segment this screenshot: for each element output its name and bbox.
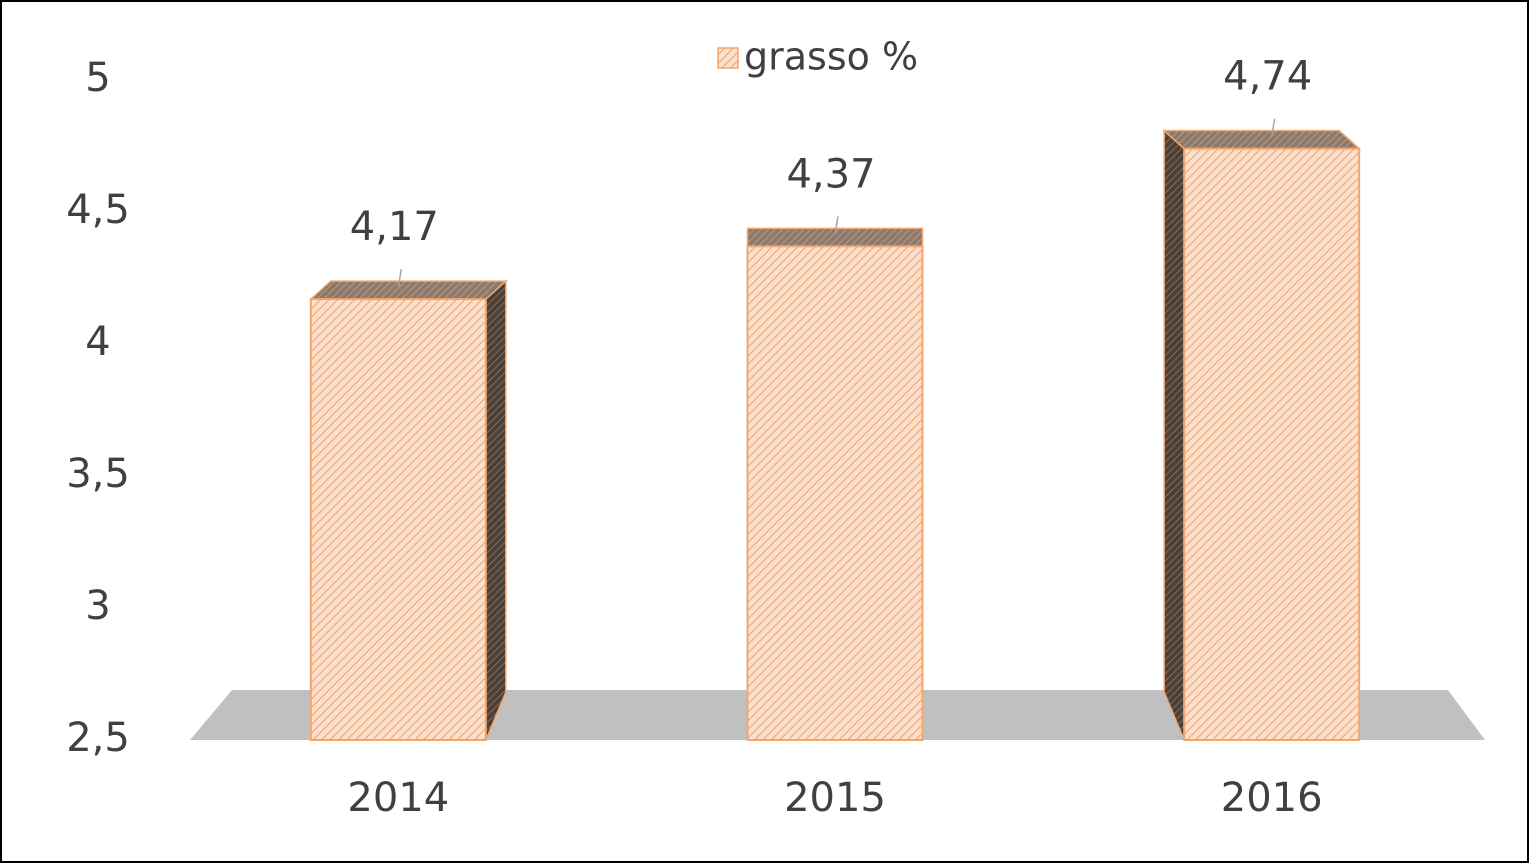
x-tick-label: 2014 (347, 775, 449, 821)
data-label: 4,74 (1223, 54, 1312, 100)
legend-swatch (717, 47, 739, 69)
y-tick-label: 4 (85, 319, 110, 365)
bar-side (1163, 128, 1185, 741)
y-tick-label: 3 (85, 583, 110, 629)
bar (1183, 147, 1361, 741)
leader-line (397, 268, 403, 288)
bar-side (485, 279, 507, 741)
bar (746, 245, 924, 741)
data-label: 4,17 (350, 204, 439, 250)
y-tick-label: 5 (85, 55, 110, 101)
y-tick-label: 3,5 (66, 451, 130, 497)
x-tick-label: 2016 (1221, 775, 1323, 821)
leader-line (834, 216, 839, 235)
y-tick-label: 2,5 (66, 715, 130, 761)
bar-top (308, 280, 508, 300)
x-tick-label: 2015 (784, 775, 886, 821)
leader-line (1270, 118, 1276, 137)
bar (309, 298, 487, 741)
legend-label: grasso % (744, 35, 918, 79)
bar-top (1162, 129, 1362, 150)
data-label: 4,37 (786, 151, 875, 197)
y-tick-label: 4,5 (66, 187, 130, 233)
